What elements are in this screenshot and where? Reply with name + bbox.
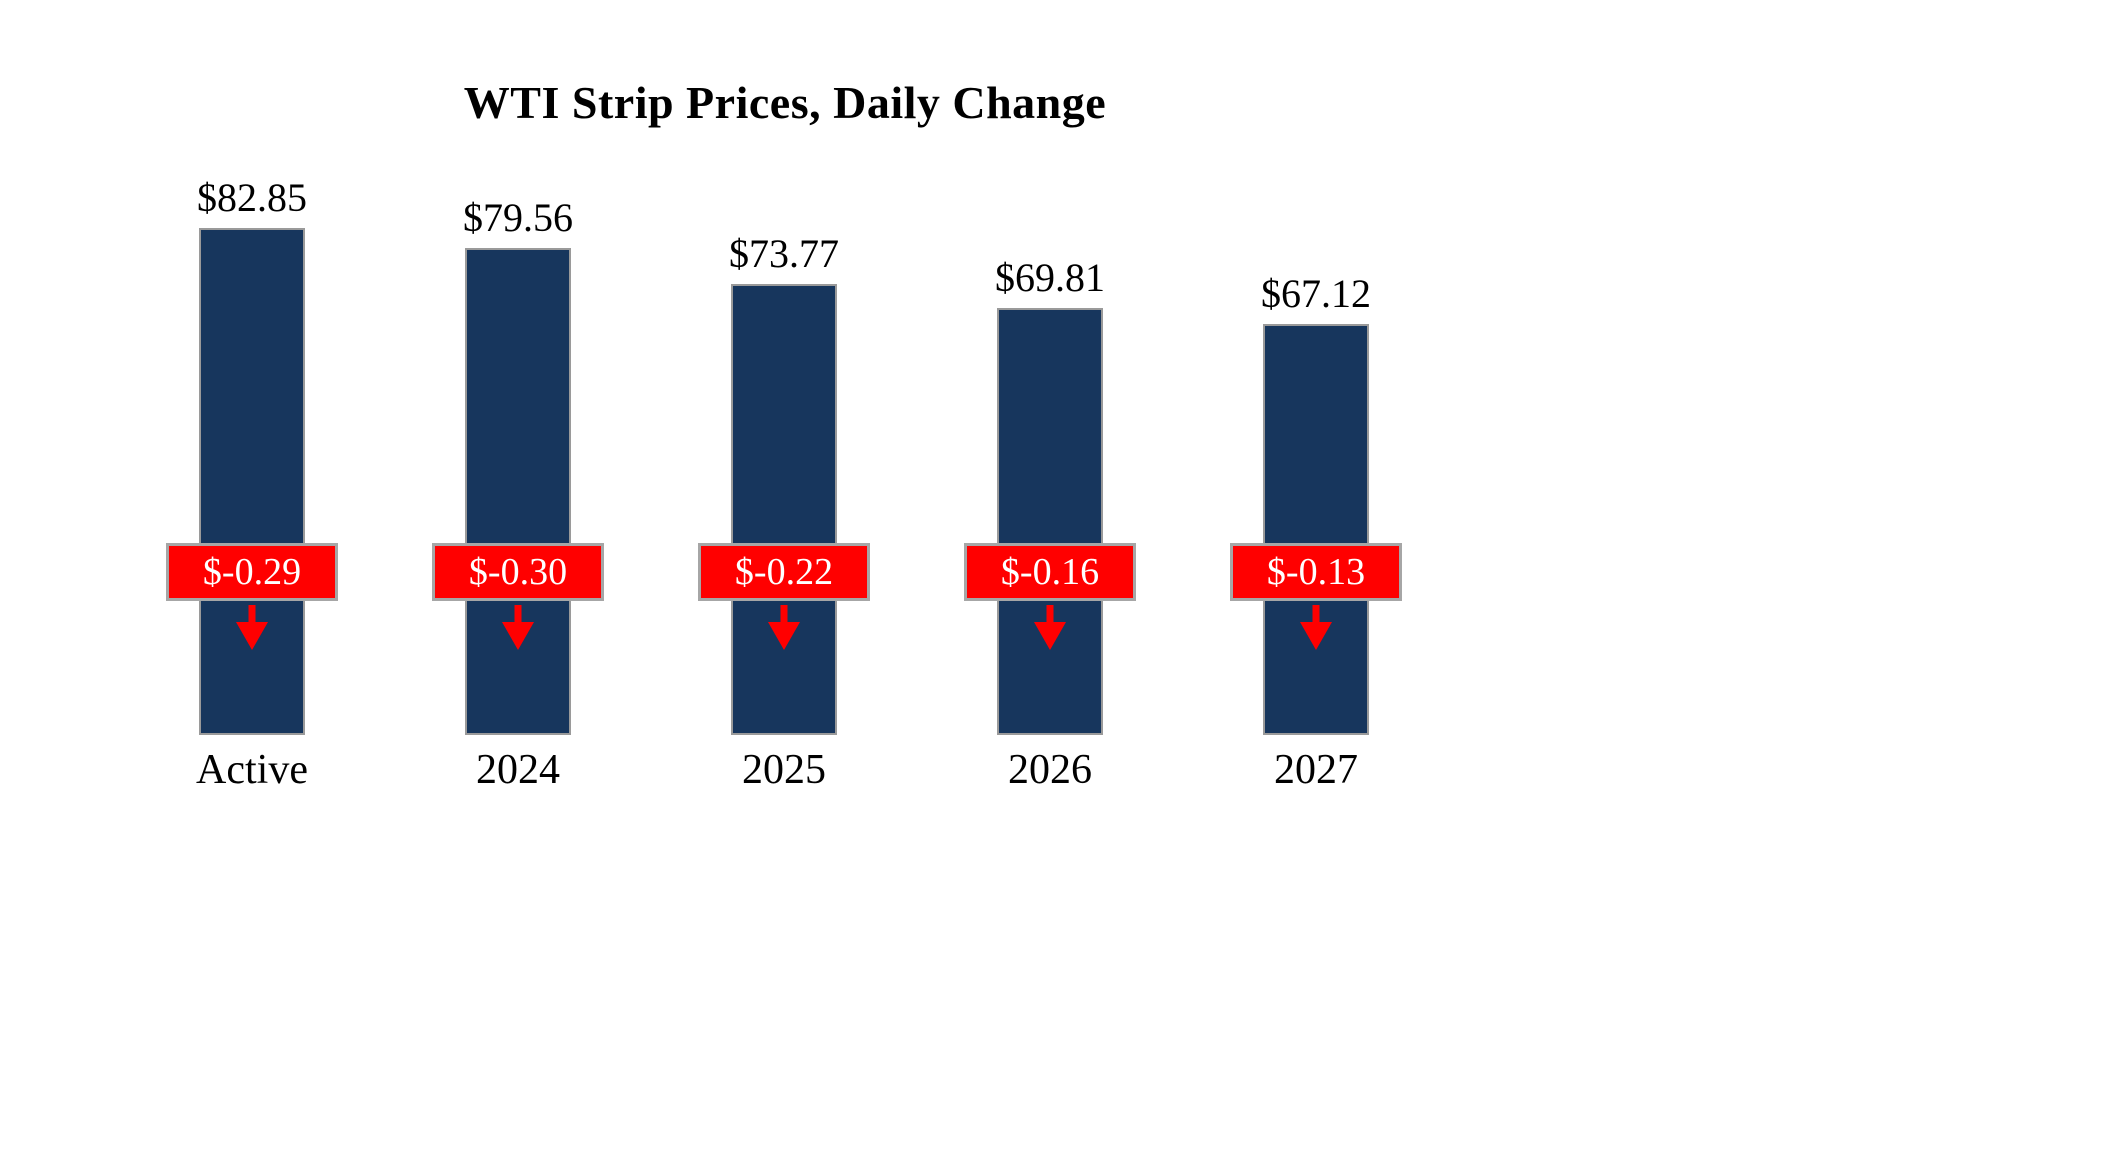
daily-change-badge: $-0.16 bbox=[964, 543, 1136, 601]
price-label: $79.56 bbox=[463, 195, 573, 240]
category-label: 2027 bbox=[1274, 747, 1358, 793]
down-arrow-icon bbox=[762, 604, 806, 652]
daily-change-badge: $-0.13 bbox=[1230, 543, 1402, 601]
down-arrow-icon bbox=[1294, 604, 1338, 652]
category-label: Active bbox=[196, 747, 308, 793]
bar bbox=[199, 228, 305, 735]
bar bbox=[465, 248, 571, 735]
category-label: 2024 bbox=[476, 747, 560, 793]
chart-title: WTI Strip Prices, Daily Change bbox=[463, 77, 1107, 128]
price-label: $82.85 bbox=[197, 175, 307, 220]
category-label: 2025 bbox=[742, 747, 826, 793]
daily-change-badge: $-0.30 bbox=[432, 543, 604, 601]
daily-change-badge: $-0.22 bbox=[698, 543, 870, 601]
down-arrow-icon bbox=[496, 604, 540, 652]
price-label: $69.81 bbox=[995, 255, 1105, 300]
down-arrow-icon bbox=[230, 604, 274, 652]
daily-change-badge: $-0.29 bbox=[166, 543, 338, 601]
price-label: $73.77 bbox=[729, 231, 839, 276]
bar bbox=[1263, 324, 1369, 735]
price-label: $67.12 bbox=[1261, 271, 1371, 316]
category-label: 2026 bbox=[1008, 747, 1092, 793]
bar bbox=[997, 308, 1103, 735]
down-arrow-icon bbox=[1028, 604, 1072, 652]
bar bbox=[731, 284, 837, 735]
wti-strip-chart: WTI Strip Prices, Daily Change $82.85 $-0… bbox=[166, 77, 1402, 793]
